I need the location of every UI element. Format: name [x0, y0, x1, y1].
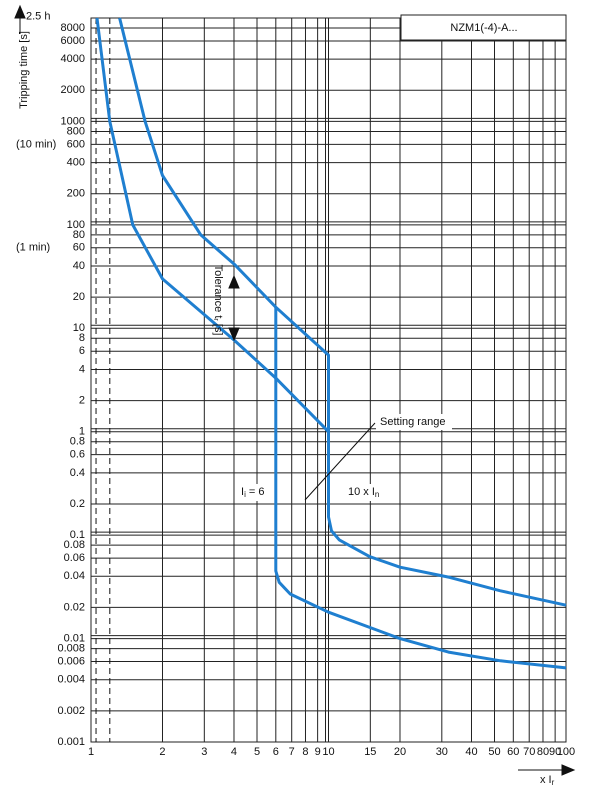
- ii-label: Ii = 6: [241, 486, 265, 499]
- y-tick-label: 0.006: [57, 655, 85, 667]
- x-tick-label: 100: [557, 746, 575, 758]
- x-tick-label: 5: [254, 746, 260, 758]
- time-mark-label: (10 min): [16, 138, 56, 150]
- y-tick-label: 0.08: [64, 539, 85, 551]
- tolerance-rest: [s]: [212, 321, 224, 336]
- ii-rest: = 6: [246, 486, 265, 498]
- in-sub: n: [375, 490, 379, 499]
- y-tick-label: 40: [73, 260, 85, 272]
- y-tick-label: 0.004: [57, 674, 85, 686]
- x-axis-label: x Ir: [540, 774, 555, 787]
- tolerance-arrow: [228, 274, 240, 342]
- x-tick-label: 2: [159, 746, 165, 758]
- y-tick-label: 20: [73, 291, 85, 303]
- y-tick-label: 2000: [61, 84, 85, 96]
- time-mark-label: (1 min): [16, 242, 50, 254]
- y-tick-label: 0.01: [64, 632, 85, 644]
- y-axis-arrow: [14, 4, 26, 34]
- tolerance-annotation: Tolerance tr [s]: [212, 265, 240, 342]
- y-tick-label: 400: [67, 156, 85, 168]
- x-tick-label: 90: [549, 746, 561, 758]
- x-tick-label: 7: [289, 746, 295, 758]
- y-tick-label: 4000: [61, 53, 85, 65]
- y-tick-label: 800: [67, 125, 85, 137]
- x-tick-label: 80: [537, 746, 549, 758]
- x-tick-label: 3: [201, 746, 207, 758]
- y-tick-label: 0.4: [70, 467, 85, 479]
- y-tick-label: 1: [79, 426, 85, 438]
- y-tick-label: 8000: [61, 22, 85, 34]
- curve: [118, 17, 567, 607]
- y-tick-label: 8: [79, 332, 85, 344]
- in-main: 10 x I: [348, 486, 375, 498]
- ii-main: I: [241, 486, 244, 498]
- x-tick-label: 15: [364, 746, 376, 758]
- x-tick-label: 8: [302, 746, 308, 758]
- x-tick-label: 10: [322, 746, 334, 758]
- setting-range-leader: [304, 422, 376, 501]
- y-tick-label: 0.002: [57, 705, 85, 717]
- setting-range-label: Setting range: [380, 416, 445, 428]
- y-tick-label: 600: [67, 138, 85, 150]
- tolerance-sub: r: [212, 318, 219, 321]
- tolerance-main: Tolerance t: [212, 265, 224, 319]
- x-tick-label: 1: [88, 746, 94, 758]
- y-tick-label: 6: [79, 345, 85, 357]
- y-tick-label: 0.1: [70, 529, 85, 541]
- setting-range-bg: [376, 414, 452, 430]
- x-tick-label: 6: [273, 746, 279, 758]
- y-tick-label: 0.6: [70, 449, 85, 461]
- y-tick-label: 0.04: [64, 570, 85, 582]
- y-tick-label: 200: [67, 188, 85, 200]
- x-axis-arrow: [518, 764, 576, 776]
- curve: [95, 17, 330, 434]
- y-tick-label: 0.06: [64, 552, 85, 564]
- y-axis-label: Tripping time [s]: [18, 31, 30, 109]
- ii-label-bg: [238, 484, 272, 501]
- y-tick-label: 2: [79, 394, 85, 406]
- x-axis-label-sub: r: [552, 778, 555, 787]
- ii-sub: i: [244, 490, 246, 499]
- x-tick-label: 20: [394, 746, 406, 758]
- y-tick-label: 60: [73, 242, 85, 254]
- y-tick-label: 100: [67, 219, 85, 231]
- y-tick-label: 0.02: [64, 601, 85, 613]
- y-tick-label: 80: [73, 229, 85, 241]
- y-tick-label: 1000: [61, 115, 85, 127]
- y-tick-label: 4: [79, 363, 85, 375]
- x-tick-label: 40: [465, 746, 477, 758]
- time-mark-label: 2.5 h: [26, 11, 50, 23]
- chart-title: NZM1(-4)-A...: [450, 22, 517, 34]
- curve: [274, 307, 567, 670]
- tolerance-label: Tolerance tr [s]: [212, 265, 224, 336]
- y-tick-label: 10: [73, 322, 85, 334]
- in-label: 10 x In: [348, 486, 379, 499]
- x-tick-label: 30: [436, 746, 448, 758]
- x-axis-label-main: x I: [540, 774, 552, 786]
- y-tick-label: 0.008: [57, 643, 85, 655]
- x-tick-label: 4: [231, 746, 237, 758]
- x-tick-label: 70: [523, 746, 535, 758]
- y-tick-label: 0.8: [70, 436, 85, 448]
- x-tick-label: 9: [315, 746, 321, 758]
- in-label-bg: [345, 484, 391, 501]
- title-box: [400, 14, 567, 41]
- x-tick-label: 50: [488, 746, 500, 758]
- y-tick-label: 6000: [61, 35, 85, 47]
- x-tick-label: 60: [507, 746, 519, 758]
- y-tick-label: 0.001: [57, 736, 85, 748]
- y-tick-label: 0.2: [70, 498, 85, 510]
